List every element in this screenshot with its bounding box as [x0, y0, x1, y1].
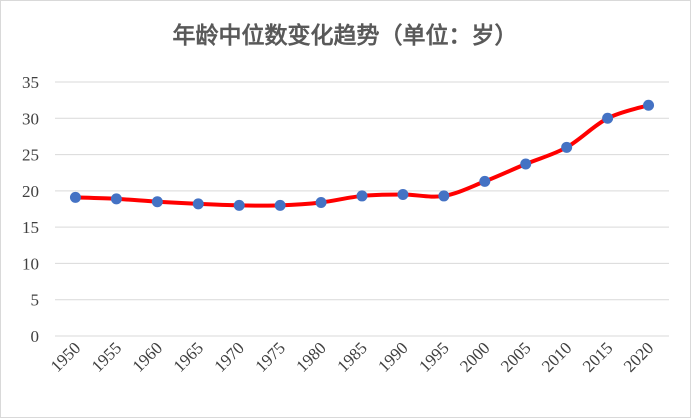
data-point-1970 [233, 199, 245, 211]
x-tick-label: 1960 [129, 338, 166, 375]
x-tick-label: 2010 [538, 338, 575, 375]
data-point-2005 [520, 158, 532, 170]
y-tick-label: 25 [22, 146, 39, 165]
y-tick-label: 20 [22, 182, 39, 201]
x-tick-label: 2005 [497, 338, 534, 375]
data-point-2000 [479, 175, 491, 187]
data-point-1950 [69, 191, 81, 203]
chart-title: 年龄中位数变化趋势（单位：岁） [173, 22, 518, 49]
x-tick-label: 1975 [251, 338, 288, 375]
data-point-2010 [561, 141, 573, 153]
x-tick-label: 1980 [292, 338, 329, 375]
data-point-1960 [151, 196, 163, 208]
data-point-1995 [438, 190, 450, 202]
x-tick-label: 2015 [579, 338, 616, 375]
y-tick-label: 30 [22, 109, 39, 128]
x-tick-label: 1970 [211, 338, 248, 375]
gridlines [55, 81, 669, 337]
data-point-1990 [397, 188, 409, 200]
data-point-1985 [356, 190, 368, 202]
y-tick-label: 5 [31, 291, 40, 310]
x-tick-label: 1990 [374, 338, 411, 375]
y-tick-label: 0 [31, 327, 40, 346]
x-tick-label: 2000 [456, 338, 493, 375]
data-point-2015 [602, 112, 614, 124]
x-tick-label: 1965 [170, 338, 207, 375]
x-tick-label: 1955 [88, 338, 125, 375]
y-tick-label: 15 [22, 218, 39, 237]
data-point-2020 [643, 99, 655, 111]
y-tick-label: 35 [22, 73, 39, 92]
data-point-1955 [110, 193, 122, 205]
y-axis-ticks: 0 5 10 15 20 25 30 35 [22, 73, 39, 346]
x-axis-ticks: 1950 1955 1960 1965 1970 1975 1980 1985 1990 1995… [47, 338, 658, 375]
x-tick-label: 1950 [47, 338, 84, 375]
data-point-1980 [315, 196, 327, 208]
y-tick-label: 10 [22, 254, 39, 273]
markers-layer [69, 99, 655, 211]
x-tick-label: 2020 [620, 338, 657, 375]
x-tick-label: 1995 [415, 338, 452, 375]
x-tick-label: 1985 [333, 338, 370, 375]
data-point-1975 [274, 199, 286, 211]
data-point-1965 [192, 198, 204, 210]
